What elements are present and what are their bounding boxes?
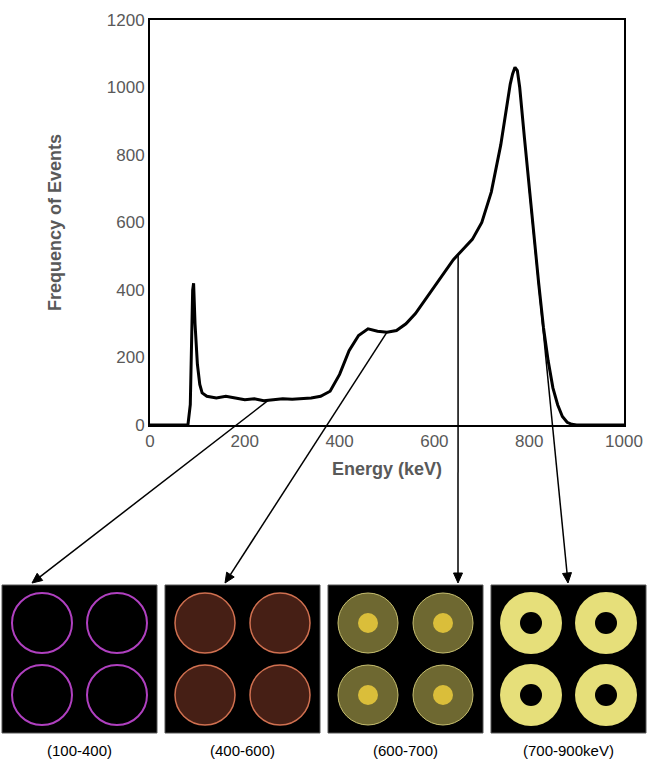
svg-text:800: 800 (515, 432, 543, 451)
svg-text:600: 600 (420, 432, 448, 451)
svg-text:200: 200 (116, 348, 144, 367)
svg-text:0: 0 (145, 432, 154, 451)
svg-text:(100-400): (100-400) (47, 742, 112, 759)
svg-text:(700-900keV): (700-900keV) (523, 742, 614, 759)
svg-text:200: 200 (231, 432, 259, 451)
svg-text:400: 400 (325, 432, 353, 451)
svg-text:400: 400 (116, 281, 144, 300)
svg-text:600: 600 (116, 213, 144, 232)
svg-text:(600-700): (600-700) (373, 742, 438, 759)
svg-text:800: 800 (116, 146, 144, 165)
svg-text:1000: 1000 (107, 78, 145, 97)
svg-text:1000: 1000 (605, 432, 643, 451)
svg-text:0: 0 (135, 416, 144, 435)
svg-text:Energy (keV): Energy (keV) (332, 459, 442, 479)
svg-text:Frequency of Events: Frequency of Events (45, 134, 65, 311)
svg-text:(400-600): (400-600) (210, 742, 275, 759)
svg-text:1200: 1200 (107, 11, 145, 30)
